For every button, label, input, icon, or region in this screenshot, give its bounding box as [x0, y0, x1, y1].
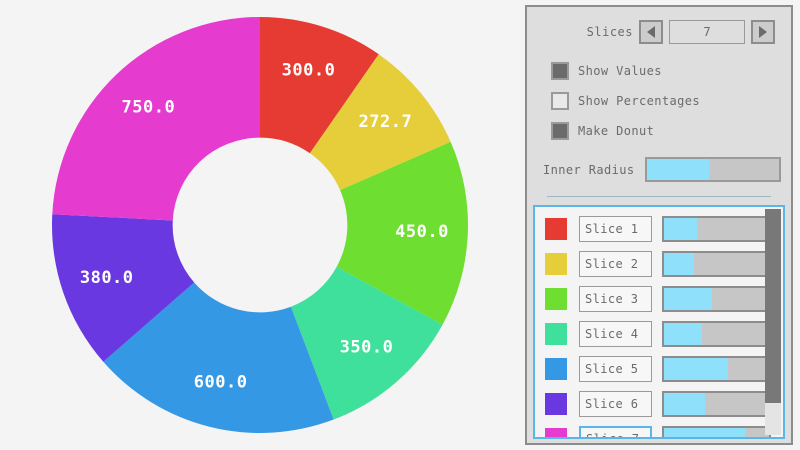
panel-controls: Slices 7 Show Values Show Percentages [527, 7, 791, 197]
slices-label: Slices [586, 25, 633, 39]
inner-radius-label: Inner Radius [543, 162, 635, 177]
pie-slice[interactable] [52, 17, 261, 221]
slice-value-slider-fill [664, 392, 706, 415]
slice-name-input[interactable]: Slice 2 [579, 250, 653, 277]
slice-list-item[interactable]: Slice 4 [535, 316, 771, 351]
pie-slice-value-label: 350.0 [340, 337, 394, 357]
pie-slice[interactable] [260, 17, 379, 154]
slice-value-slider-fill [664, 427, 745, 437]
slice-color-swatch[interactable] [545, 392, 567, 415]
slice-label-group: 300.0 272.7 450.0 350.0 600.0 380.0 750.0 [80, 60, 449, 392]
slice-name-input[interactable]: Slice 6 [579, 390, 653, 417]
slice-list-item[interactable]: Slice 3 [535, 281, 771, 316]
checkbox-make-donut[interactable]: Make Donut [551, 121, 781, 141]
slice-value-slider-fill [664, 217, 697, 240]
inner-radius-control: Inner Radius [543, 157, 781, 182]
slice-name-input[interactable]: Slice 5 [579, 355, 653, 382]
checkbox-show-percentages-label: Show Percentages [578, 94, 700, 108]
inner-radius-slider[interactable] [644, 157, 781, 182]
slice-value-slider[interactable] [662, 355, 771, 382]
slice-list-panel[interactable]: Slice 1 Slice 2 Slice 3 Slice 4 Slice 5 Slice… [533, 205, 785, 439]
pie-slice-value-label: 380.0 [80, 268, 134, 288]
slice-group [52, 17, 469, 433]
control-panel: Slices 7 Show Values Show Percentages [525, 5, 793, 445]
checkbox-show-percentages-box[interactable] [551, 92, 569, 110]
checkbox-make-donut-label: Make Donut [578, 124, 655, 138]
slice-value-slider-fill [664, 322, 702, 345]
slice-list-item[interactable]: Slice 2 [535, 246, 771, 281]
slice-value-slider-fill [664, 357, 729, 380]
slice-color-swatch[interactable] [545, 427, 567, 437]
pie-slice-value-label: 272.7 [359, 112, 413, 132]
checkbox-make-donut-box[interactable] [551, 122, 569, 140]
slice-value-slider-fill [664, 287, 713, 310]
slice-color-swatch[interactable] [545, 252, 567, 275]
slice-list: Slice 1 Slice 2 Slice 3 Slice 4 Slice 5 Slice… [535, 207, 771, 437]
triangle-right-icon [759, 26, 767, 38]
pie-slice[interactable] [336, 141, 469, 325]
pie-slice[interactable] [290, 266, 443, 420]
slice-color-swatch[interactable] [545, 322, 567, 345]
slice-color-swatch[interactable] [545, 287, 567, 310]
checkbox-show-values-box[interactable] [551, 62, 569, 80]
panel-divider [547, 196, 771, 197]
slice-value-slider[interactable] [662, 285, 771, 312]
pie-slice[interactable] [52, 214, 195, 362]
triangle-left-icon [647, 26, 655, 38]
slice-value-slider-fill [664, 252, 694, 275]
inner-radius-slider-fill [646, 159, 709, 180]
slice-color-swatch[interactable] [545, 357, 567, 380]
slice-name-input[interactable]: Slice 1 [579, 215, 653, 242]
slice-name-input[interactable]: Slice 7 [579, 425, 653, 437]
chart-area: 300.0 272.7 450.0 350.0 600.0 380.0 750.0 [0, 0, 516, 450]
slice-list-scrollbar[interactable] [765, 209, 781, 435]
pie-slice-value-label: 300.0 [282, 60, 336, 80]
slice-list-item[interactable]: Slice 7 [535, 421, 771, 437]
slice-name-input[interactable]: Slice 3 [579, 285, 653, 312]
pie-slice[interactable] [103, 282, 334, 433]
slice-value-slider[interactable] [662, 425, 771, 437]
slices-decrement-button[interactable] [639, 20, 663, 44]
slice-list-item[interactable]: Slice 5 [535, 351, 771, 386]
slice-value-slider[interactable] [662, 390, 771, 417]
slice-name-input[interactable]: Slice 4 [579, 320, 653, 347]
checkbox-show-percentages[interactable]: Show Percentages [551, 91, 781, 111]
slice-value-slider[interactable] [662, 320, 771, 347]
pie-slice[interactable] [309, 54, 451, 191]
slices-increment-button[interactable] [751, 20, 775, 44]
slices-value-input[interactable]: 7 [669, 20, 745, 44]
donut-chart[interactable]: 300.0 272.7 450.0 350.0 600.0 380.0 750.0 [0, 0, 516, 450]
slice-list-scrollbar-thumb[interactable] [765, 209, 781, 403]
slice-list-item[interactable]: Slice 1 [535, 211, 771, 246]
slice-list-item[interactable]: Slice 6 [535, 386, 771, 421]
slice-color-swatch[interactable] [545, 217, 567, 240]
slice-value-slider[interactable] [662, 215, 771, 242]
pie-slice-value-label: 450.0 [395, 222, 449, 242]
slice-value-slider[interactable] [662, 250, 771, 277]
pie-slice-value-label: 600.0 [194, 372, 248, 392]
checkbox-show-values[interactable]: Show Values [551, 61, 781, 81]
pie-slice-value-label: 750.0 [122, 97, 176, 117]
checkbox-show-values-label: Show Values [578, 64, 662, 78]
slices-spinner: Slices 7 [537, 20, 775, 44]
